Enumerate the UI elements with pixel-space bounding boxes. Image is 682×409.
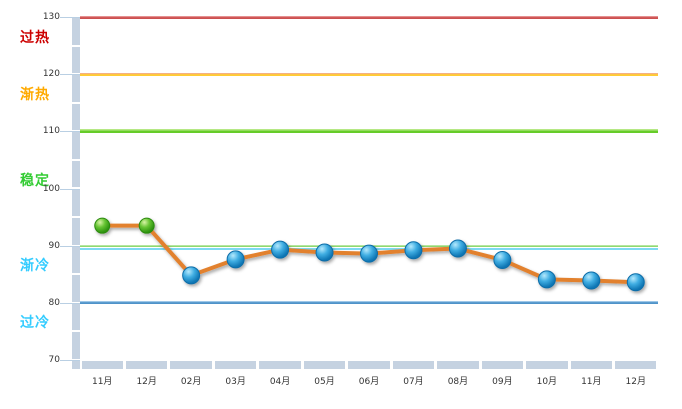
y-tick-label: 110	[42, 126, 60, 137]
data-point-08月[interactable]	[448, 239, 467, 258]
x-tick-label-11月: 11月	[581, 377, 602, 387]
y-tick-label: 80	[48, 297, 60, 308]
data-point-04月[interactable]	[271, 240, 290, 259]
threshold-line-120	[80, 72, 658, 76]
y-tick-label: 90	[48, 240, 60, 251]
y-axis-band-segment	[72, 303, 80, 331]
y-tick-label: 70	[48, 355, 60, 365]
y-axis-band-segment	[72, 75, 80, 102]
data-point-05月[interactable]	[315, 243, 334, 262]
y-tick-label: 130	[42, 12, 60, 22]
y-tick-mark	[60, 188, 80, 190]
y-axis-band-segment	[72, 46, 80, 74]
y-tick-mark	[60, 302, 80, 304]
data-point-02月[interactable]	[182, 266, 201, 285]
y-axis-band-segment	[72, 218, 80, 245]
x-tick-label-02月: 02月	[180, 377, 202, 387]
x-axis-band-segment	[303, 361, 346, 369]
y-tick-mark	[60, 131, 80, 133]
x-tick-label-06月: 06月	[358, 377, 380, 387]
data-point-12月[interactable]	[626, 273, 645, 292]
y-tick-label: 120	[42, 69, 60, 80]
data-point-09月[interactable]	[493, 250, 512, 269]
data-point-07月[interactable]	[404, 241, 423, 260]
y-tick-label: 100	[42, 183, 60, 194]
data-point-06月[interactable]	[360, 244, 378, 263]
data-point-10月[interactable]	[537, 270, 556, 289]
x-axis-band-segment	[615, 361, 657, 369]
threshold-line-130	[80, 15, 658, 19]
y-axis-band-segment	[72, 18, 80, 45]
threshold-line-110	[80, 129, 658, 134]
x-axis-band-segment	[214, 361, 257, 369]
x-tick-label-11月: 11月	[91, 377, 113, 387]
y-axis-band-segment	[72, 160, 80, 188]
y-tick-mark	[60, 74, 80, 76]
y-tick-mark	[60, 17, 80, 18]
y-axis-band-segment	[72, 132, 80, 159]
y-axis-band-segment	[72, 332, 80, 359]
x-axis-band-segment	[526, 361, 568, 369]
x-tick-label-08月: 08月	[447, 377, 469, 387]
x-axis-band-segment	[481, 361, 524, 369]
zone-label-overcool: 过冷	[20, 315, 50, 332]
x-axis-band-segment	[392, 361, 435, 369]
data-point-03月[interactable]	[226, 250, 245, 269]
x-tick-label-03月: 03月	[225, 377, 246, 387]
x-axis-band-segment	[125, 361, 168, 369]
zone-label-stable: 稳定	[20, 172, 50, 189]
x-tick-label-05月: 05月	[314, 377, 335, 387]
x-tick-label-09月: 09月	[492, 377, 513, 387]
x-axis-band-segment	[170, 361, 212, 369]
axis-corner-segment	[72, 361, 80, 369]
x-tick-label-10月: 10月	[536, 377, 558, 387]
y-tick-mark	[60, 245, 80, 247]
y-tick-mark	[60, 360, 80, 361]
y-axis-band-segment	[72, 103, 80, 131]
y-axis-band-segment	[72, 275, 80, 302]
zone-label-overheat: 过热	[20, 29, 50, 46]
x-axis-band-segment	[348, 361, 390, 369]
data-point-11月[interactable]	[582, 271, 601, 290]
y-axis-band-segment	[72, 246, 80, 274]
x-tick-label-07月: 07月	[403, 377, 424, 387]
x-tick-label-12月: 12月	[136, 377, 157, 387]
x-tick-label-04月: 04月	[269, 377, 291, 387]
x-axis-band-segment	[437, 361, 479, 369]
x-axis-band-segment	[81, 361, 123, 369]
data-point-11月[interactable]	[94, 217, 111, 234]
y-axis-band-segment	[72, 189, 80, 217]
data-point-12月[interactable]	[138, 217, 155, 234]
zone-label-warming: 渐热	[20, 86, 50, 103]
x-axis-band-segment	[570, 361, 613, 369]
x-tick-label-12月: 12月	[625, 377, 646, 387]
threshold-line-80	[80, 301, 658, 305]
x-axis-band-segment	[259, 361, 301, 369]
zone-label-cooling: 渐冷	[20, 258, 50, 275]
